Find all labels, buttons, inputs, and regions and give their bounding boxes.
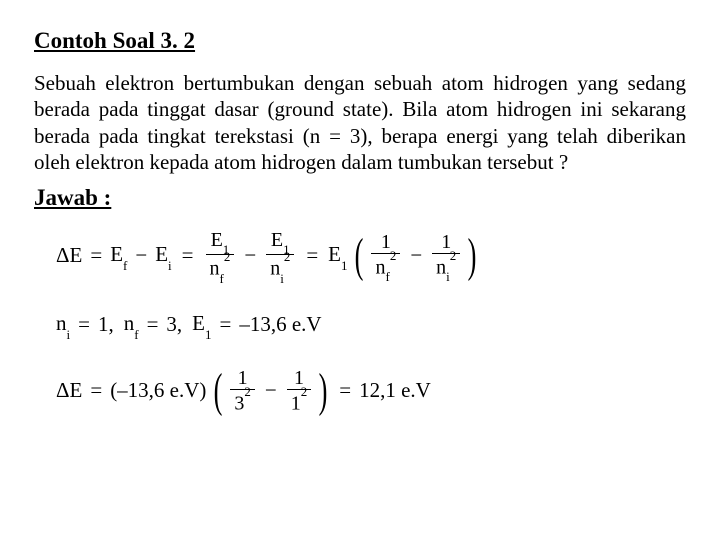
- example-title: Contoh Soal 3. 2: [34, 28, 686, 54]
- delta-e: ΔE: [54, 243, 84, 268]
- ei: Ei: [153, 242, 173, 270]
- frac-1-ni2: 1 ni2: [432, 231, 460, 282]
- result: 12,1 e.V: [357, 378, 433, 403]
- minus-sign: −: [404, 243, 428, 268]
- frac-1-1sq: 1 12: [287, 367, 312, 415]
- frac-1-3sq: 1 32: [230, 367, 255, 415]
- equation-2: ni = 1, nf = 3, E1 = –13,6 e.V: [54, 311, 686, 339]
- eq-sign: =: [213, 312, 237, 337]
- eq-sign: =: [84, 378, 108, 403]
- equations-block: ΔE = Ef − Ei = E1 nf2 − E1 ni2 = E1 ( 1: [34, 229, 686, 415]
- frac-1-nf2: 1 nf2: [371, 231, 400, 282]
- e1-var: E1: [190, 311, 213, 339]
- frac-e1-nf2: E1 nf2: [206, 229, 235, 283]
- answer-label: Jawab :: [34, 185, 686, 211]
- eq-sign: =: [72, 312, 96, 337]
- problem-statement: Sebuah elektron bertumbukan dengan sebua…: [34, 70, 686, 175]
- eq-sign: =: [333, 378, 357, 403]
- eq-sign: =: [141, 312, 165, 337]
- equation-1: ΔE = Ef − Ei = E1 nf2 − E1 ni2 = E1 ( 1: [54, 229, 686, 283]
- paren-group: ( 1 nf2 − 1 ni2 ): [351, 231, 480, 282]
- nf-val: 3,: [164, 312, 190, 337]
- paren-group: ( 1 32 − 1 12 ): [210, 367, 331, 415]
- coef: (–13,6 e.V): [108, 378, 208, 403]
- ni-val: 1,: [96, 312, 122, 337]
- ni-var: ni: [54, 311, 72, 339]
- equation-3: ΔE = (–13,6 e.V) ( 1 32 − 1 12 ): [54, 367, 686, 415]
- eq-sign: =: [174, 243, 202, 268]
- delta-e: ΔE: [54, 378, 84, 403]
- minus-sign: −: [238, 243, 262, 268]
- e1: E1: [326, 242, 349, 270]
- nf-var: nf: [122, 311, 141, 339]
- minus-sign: −: [259, 378, 283, 403]
- eq-sign: =: [84, 243, 108, 268]
- eq-sign: =: [298, 243, 326, 268]
- minus-sign: −: [129, 243, 153, 268]
- ef: Ef: [108, 242, 129, 270]
- e1-val: –13,6 e.V: [237, 312, 323, 337]
- frac-e1-ni2: E1 ni2: [266, 229, 294, 283]
